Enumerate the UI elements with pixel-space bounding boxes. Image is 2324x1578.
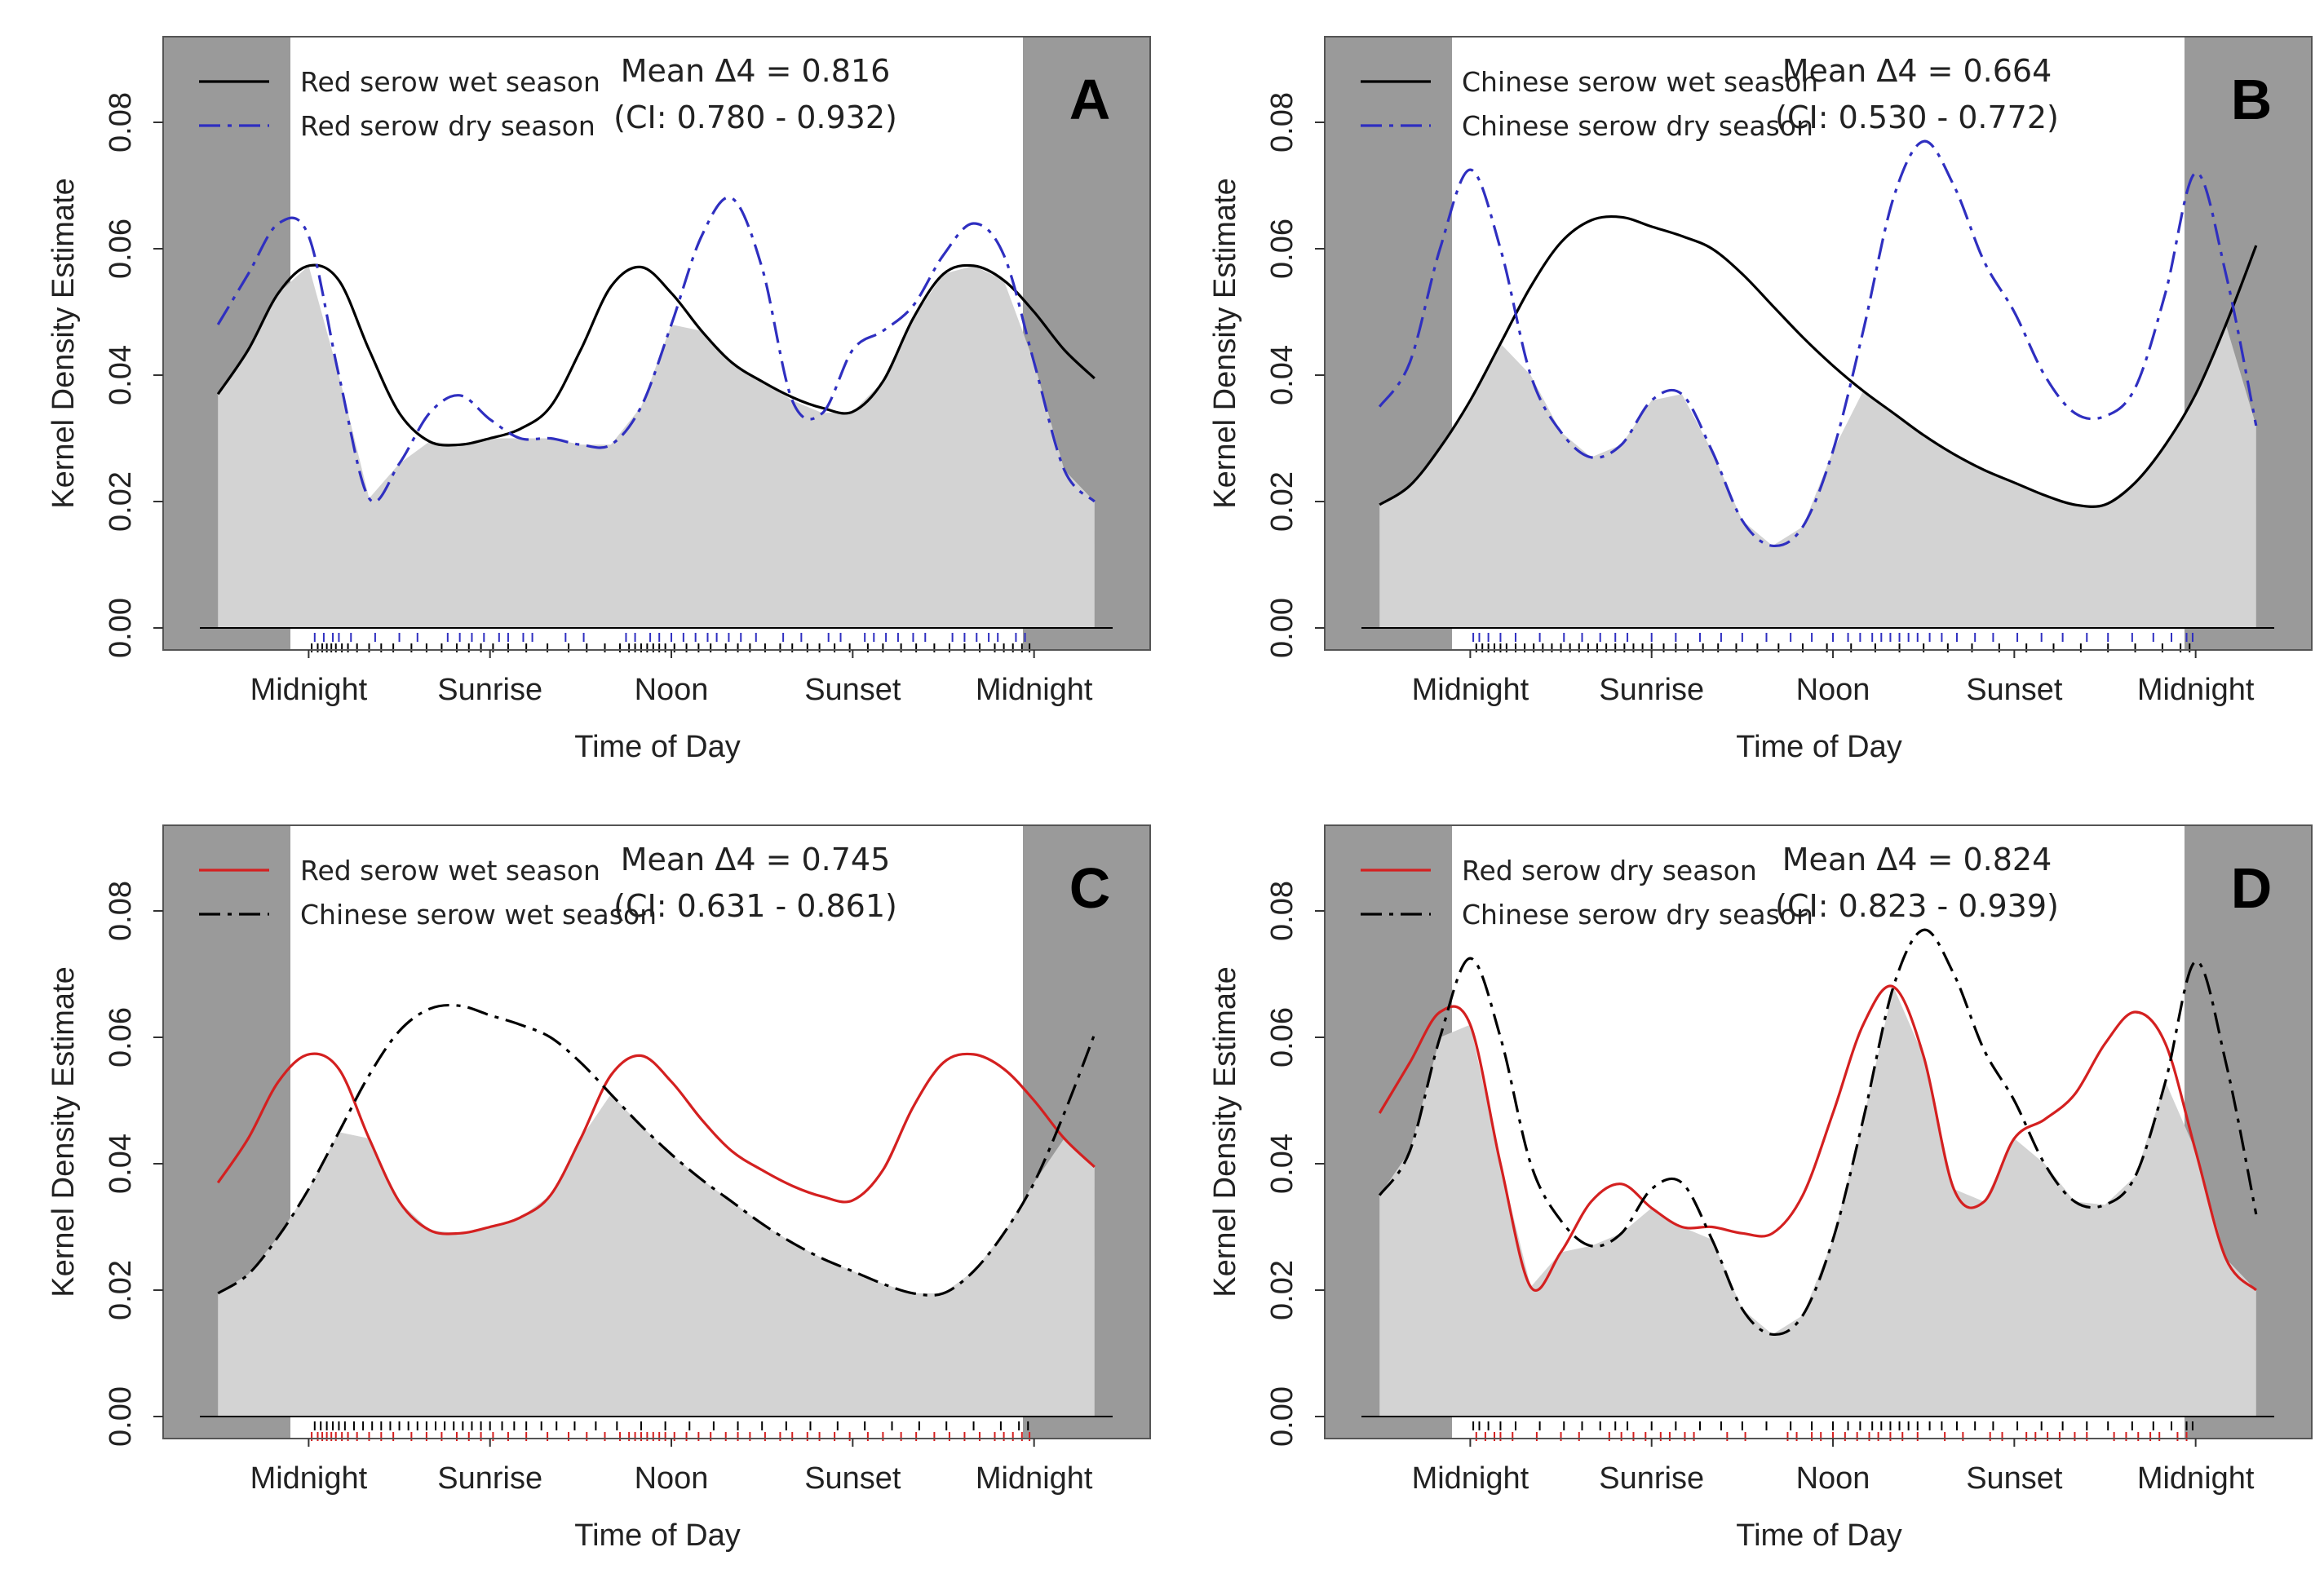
x-tick-label: Sunrise [437, 673, 542, 707]
legend-label-2: Red serow dry season [300, 110, 595, 142]
x-axis-label: Time of Day [574, 730, 740, 764]
panel-a-svg: 0.00 0.02 0.04 0.06 0.08 Kernel Density Estim… [46, 36, 1151, 764]
panel-letter: A [1069, 68, 1111, 131]
panel-a: 0.00 0.02 0.04 0.06 0.08 Kernel Density Estim… [0, 0, 1162, 789]
series-line-2 [217, 1003, 1096, 1297]
y-tick-label: 0.04 [104, 345, 138, 405]
y-tick-label: 0.02 [104, 471, 138, 532]
x-tick-label: Midnight [1412, 673, 1529, 707]
y-tick-label: 0.08 [1265, 881, 1299, 941]
y-tick-label: 0.08 [104, 881, 138, 941]
y-tick-label: 0.00 [104, 598, 138, 658]
y-axis-label: Kernel Density Estimate [1208, 178, 1242, 509]
panel-c-svg: 0.00 0.02 0.04 0.06 0.08 Kernel Density Estim… [46, 824, 1151, 1553]
x-tick-label: Midnight [976, 673, 1093, 707]
y-tick-label: 0.06 [104, 1007, 138, 1067]
x-tick-label: Midnight [2137, 1461, 2255, 1496]
panel-d-svg: 0.00 0.02 0.04 0.06 0.08 Kernel Density Estim… [1208, 824, 2313, 1553]
y-tick-label: 0.02 [1265, 1260, 1299, 1320]
legend-label-1: Red serow wet season [300, 855, 600, 886]
legend-label-2: Chinese serow dry season [1462, 899, 1813, 930]
x-tick-label: Sunset [1966, 1461, 2063, 1496]
plot-frame [162, 824, 1151, 1439]
x-axis-label: Time of Day [1736, 1518, 1901, 1553]
y-tick-label: 0.04 [104, 1134, 138, 1194]
overlap-area [218, 265, 1095, 628]
y-tick-label: 0.06 [1265, 219, 1299, 279]
legend-label-1: Red serow dry season [1462, 855, 1757, 886]
series-line-1 [216, 1052, 1096, 1235]
series-line-2 [1378, 928, 2258, 1337]
panel-d: 0.00 0.02 0.04 0.06 0.08 Kernel Density Estim… [1162, 789, 2323, 1577]
x-tick-label: Midnight [976, 1461, 1093, 1496]
y-tick-label: 0.04 [1265, 1134, 1299, 1194]
x-tick-label: Sunset [1966, 673, 2063, 707]
y-tick-label: 0.00 [1265, 1386, 1299, 1447]
plot-frame [1324, 824, 2313, 1439]
x-tick-label: Noon [1796, 1461, 1870, 1496]
x-axis-label: Time of Day [1736, 730, 1901, 764]
panel-b: 0.00 0.02 0.04 0.06 0.08 Kernel Density Estim… [1162, 0, 2323, 789]
overlap-area [1379, 987, 2256, 1417]
y-tick-label: 0.08 [104, 92, 138, 152]
x-axis-label: Time of Day [574, 1518, 740, 1553]
panel-letter: C [1069, 856, 1111, 920]
overlap-area [218, 1094, 1095, 1417]
x-tick-label: Sunrise [1599, 673, 1704, 707]
x-tick-label: Midnight [2137, 673, 2255, 707]
overlap-area [1379, 325, 2256, 628]
panel-letter: D [2231, 856, 2273, 920]
plot-frame [1324, 36, 2313, 651]
y-tick-label: 0.02 [1265, 471, 1299, 532]
legend-label-2: Chinese serow wet season [300, 899, 657, 930]
x-tick-label: Sunset [804, 673, 901, 707]
legend-label-1: Red serow wet season [300, 66, 600, 98]
legend-label-1: Chinese serow wet season [1462, 66, 1818, 98]
x-tick-label: Sunrise [437, 1461, 542, 1496]
series-line-1 [1378, 984, 2257, 1292]
y-tick-label: 0.04 [1265, 345, 1299, 405]
confidence-interval: (CI: 0.631 - 0.861) [613, 888, 897, 924]
overlap-statistic: Mean Δ4 = 0.824 [1782, 842, 2052, 877]
x-tick-label: Midnight [250, 673, 368, 707]
y-tick-label: 0.02 [104, 1260, 138, 1320]
series-line-2 [216, 196, 1096, 503]
y-tick-label: 0.00 [1265, 598, 1299, 658]
y-axis-label: Kernel Density Estimate [46, 966, 81, 1297]
y-tick-label: 0.06 [104, 219, 138, 279]
y-tick-label: 0.08 [1265, 92, 1299, 152]
overlap-statistic: Mean Δ4 = 0.664 [1782, 53, 2052, 89]
x-tick-label: Sunset [804, 1461, 901, 1496]
confidence-interval: (CI: 0.780 - 0.932) [613, 99, 897, 135]
x-tick-label: Noon [1796, 673, 1870, 707]
confidence-interval: (CI: 0.530 - 0.772) [1775, 99, 2059, 135]
panel-c: 0.00 0.02 0.04 0.06 0.08 Kernel Density Estim… [0, 789, 1162, 1577]
overlap-statistic: Mean Δ4 = 0.816 [621, 53, 891, 89]
y-tick-label: 0.00 [104, 1386, 138, 1447]
y-tick-label: 0.06 [1265, 1007, 1299, 1067]
y-axis-label: Kernel Density Estimate [1208, 966, 1242, 1297]
y-axis-label: Kernel Density Estimate [46, 178, 81, 509]
confidence-interval: (CI: 0.823 - 0.939) [1775, 888, 2059, 924]
legend-label-2: Chinese serow dry season [1462, 110, 1813, 142]
x-tick-label: Noon [635, 1461, 709, 1496]
x-tick-label: Midnight [250, 1461, 368, 1496]
panel-letter: B [2231, 68, 2273, 131]
x-tick-label: Noon [635, 673, 709, 707]
series-line-1 [216, 263, 1096, 447]
series-line-2 [1378, 139, 2258, 548]
x-tick-label: Sunrise [1599, 1461, 1704, 1496]
plot-frame [162, 36, 1151, 651]
panel-b-svg: 0.00 0.02 0.04 0.06 0.08 Kernel Density Estim… [1208, 36, 2313, 764]
series-line-1 [1379, 214, 2258, 508]
x-tick-label: Midnight [1412, 1461, 1529, 1496]
overlap-statistic: Mean Δ4 = 0.745 [621, 842, 891, 877]
